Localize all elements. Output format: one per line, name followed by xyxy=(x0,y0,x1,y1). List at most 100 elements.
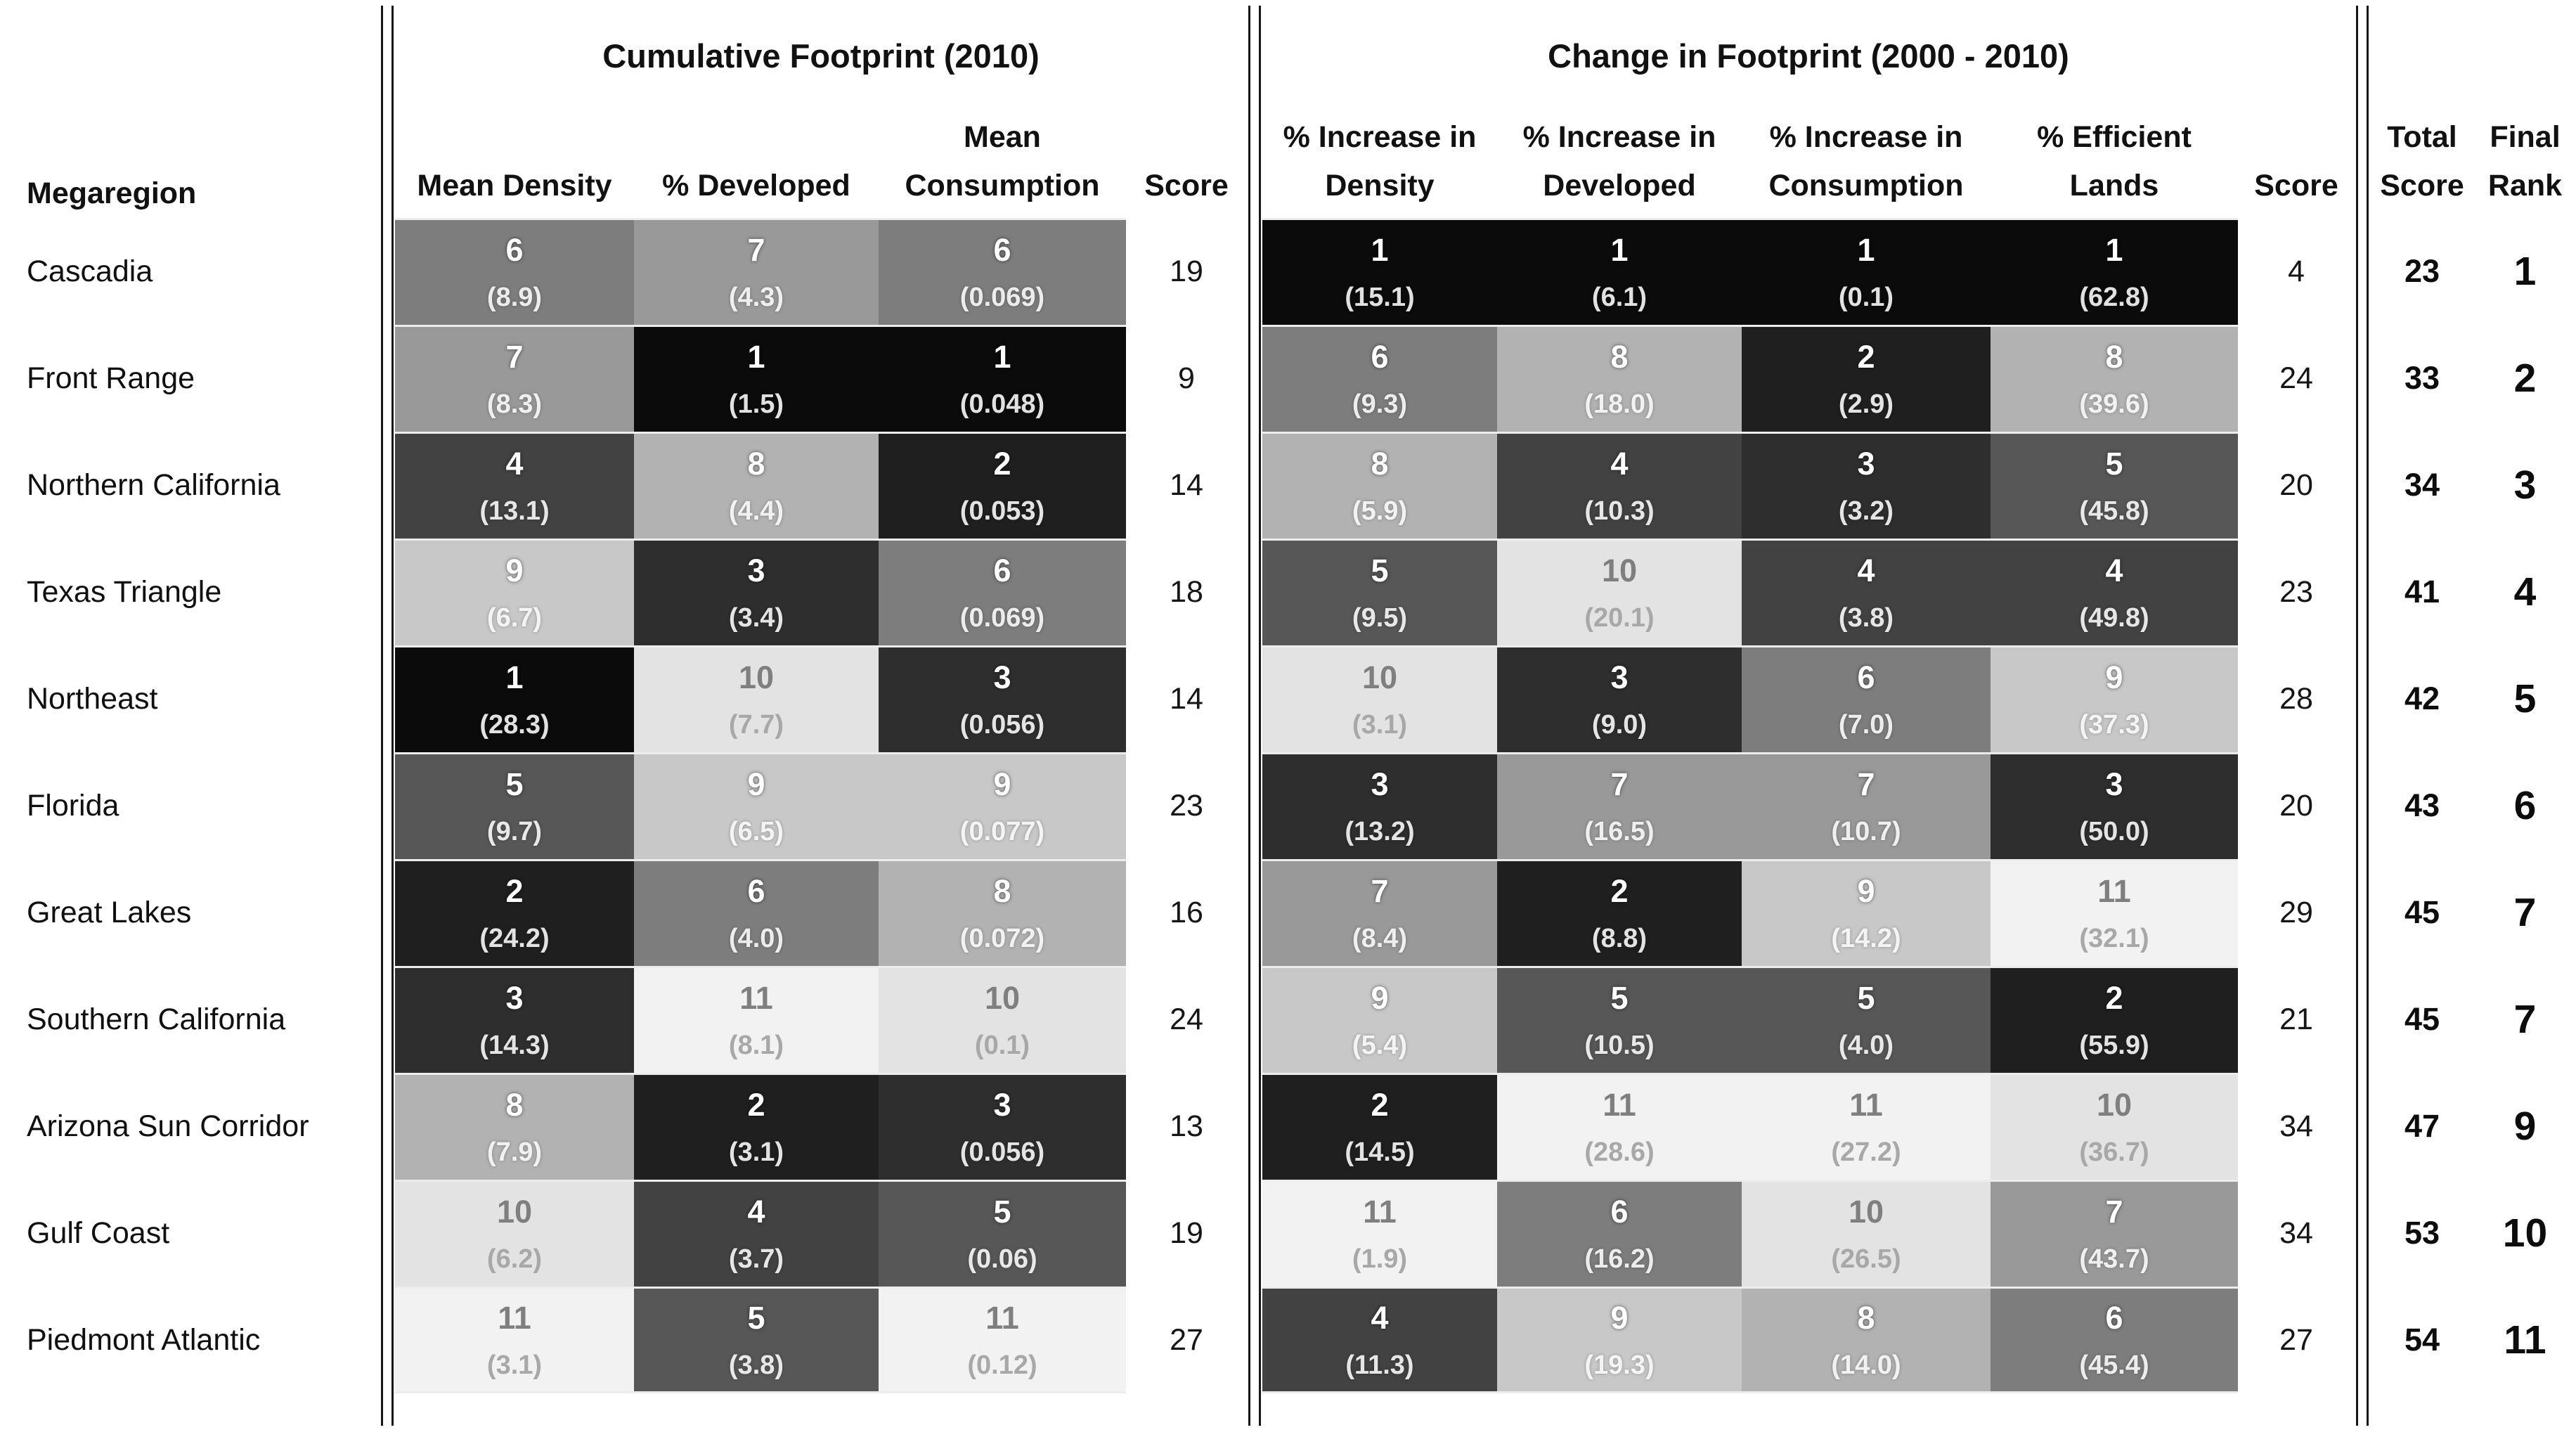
heat-cell-mean-density: 6 (8.9) xyxy=(395,218,634,325)
total-score: 47 xyxy=(2370,1073,2474,1180)
row-label-megaregion: Texas Triangle xyxy=(0,539,380,645)
cell-value: (8.4) xyxy=(1352,924,1408,953)
cell-rank-number: 9 xyxy=(1857,873,1875,909)
heat-cell-pct-efficient-lands: 8 (39.6) xyxy=(1991,325,2238,432)
heat-cell-mean-consumption: 11 (0.12) xyxy=(879,1287,1126,1393)
final-rank: 9 xyxy=(2474,1073,2576,1180)
cell-value: (20.1) xyxy=(1584,603,1655,633)
section-title-cumulative-footprint: Cumulative Footprint (2010) xyxy=(602,37,1040,75)
final-rank: 7 xyxy=(2474,966,2576,1073)
row-label-megaregion: Great Lakes xyxy=(0,859,380,966)
col-header-line: Consumption xyxy=(1768,169,1964,203)
cell-value: (27.2) xyxy=(1831,1137,1901,1167)
col-header-line: Developed xyxy=(1543,169,1696,203)
cell-rank-number: 7 xyxy=(1371,873,1389,909)
final-rank: 7 xyxy=(2474,859,2576,966)
heat-cell-pct-developed: 3 (3.4) xyxy=(634,539,879,645)
heat-cell-mean-consumption: 3 (0.056) xyxy=(879,645,1126,752)
cell-value: (14.2) xyxy=(1831,924,1901,953)
total-score: 54 xyxy=(2370,1287,2474,1393)
cell-rank-number: 9 xyxy=(1371,980,1389,1016)
cell-value: (13.2) xyxy=(1345,817,1415,846)
row-label-megaregion: Northeast xyxy=(0,645,380,752)
final-rank: 2 xyxy=(2474,325,2576,432)
col-header-line: Score xyxy=(1144,169,1229,203)
cell-rank-number: 6 xyxy=(1371,339,1389,375)
cell-value: (10.7) xyxy=(1831,817,1901,846)
cell-rank-number: 8 xyxy=(747,446,765,482)
heat-cell-mean-density: 5 (9.7) xyxy=(395,752,634,859)
col-header-line: % Efficient xyxy=(2037,120,2192,154)
cell-value: (1.9) xyxy=(1352,1244,1408,1274)
cell-rank-number: 11 xyxy=(1603,1087,1636,1123)
cell-rank-number: 6 xyxy=(747,873,765,909)
cell-value: (9.5) xyxy=(1352,603,1408,633)
heat-cell-pct-increase-in-density: 3 (13.2) xyxy=(1262,752,1497,859)
cell-value: (0.06) xyxy=(967,1244,1037,1274)
heat-cell-pct-increase-in-density: 9 (5.4) xyxy=(1262,966,1497,1073)
cell-value: (8.3) xyxy=(486,389,543,419)
cell-value: (19.3) xyxy=(1584,1350,1655,1380)
heat-cell-pct-increase-in-developed: 7 (16.5) xyxy=(1497,752,1742,859)
cell-rank-number: 8 xyxy=(1371,446,1389,482)
heat-cell-mean-consumption: 1 (0.048) xyxy=(879,325,1126,432)
cell-rank-number: 8 xyxy=(505,1087,524,1123)
section2-score: 28 xyxy=(2238,645,2355,752)
total-score: 53 xyxy=(2370,1180,2474,1287)
cell-value: (14.0) xyxy=(1831,1350,1901,1380)
cell-value: (0.1) xyxy=(974,1031,1030,1060)
section2-score: 4 xyxy=(2238,218,2355,325)
heat-cell-pct-developed: 9 (6.5) xyxy=(634,752,879,859)
row-label-megaregion: Gulf Coast xyxy=(0,1180,380,1287)
cell-rank-number: 11 xyxy=(498,1299,531,1336)
double-line-separator-right xyxy=(2355,0,2370,1426)
heat-cell-pct-efficient-lands: 5 (45.8) xyxy=(1991,432,2238,539)
col-header-line: Score xyxy=(2380,169,2464,203)
double-line xyxy=(381,6,394,1426)
heat-cell-pct-increase-in-density: 1 (15.1) xyxy=(1262,218,1497,325)
cell-rank-number: 1 xyxy=(1371,232,1389,268)
cell-value: (32.1) xyxy=(2079,924,2149,953)
cell-rank-number: 6 xyxy=(993,232,1011,268)
heat-cell-pct-developed: 11 (8.1) xyxy=(634,966,879,1073)
cell-rank-number: 6 xyxy=(505,232,524,268)
cell-rank-number: 8 xyxy=(1610,339,1629,375)
heat-cell-pct-efficient-lands: 1 (62.8) xyxy=(1991,218,2238,325)
heat-cell-pct-increase-in-developed: 5 (10.5) xyxy=(1497,966,1742,1073)
cell-rank-number: 4 xyxy=(1857,553,1875,588)
cell-value: (45.8) xyxy=(2079,496,2149,526)
col-header-section1-score: Score xyxy=(1126,91,1247,218)
total-score: 34 xyxy=(2370,432,2474,539)
col-header-pct-efficient-lands: % Efficient Lands xyxy=(1991,91,2238,218)
heat-cell-pct-increase-in-developed: 6 (16.2) xyxy=(1497,1180,1742,1287)
cell-value: (7.0) xyxy=(1838,710,1894,740)
heat-cell-pct-increase-in-density: 6 (9.3) xyxy=(1262,325,1497,432)
cell-value: (24.2) xyxy=(479,924,550,953)
col-header-pct-increase-density: % Increase in Density xyxy=(1262,91,1497,218)
cell-rank-number: 2 xyxy=(993,446,1011,482)
cell-value: (8.8) xyxy=(1591,924,1648,953)
col-header-line: Density xyxy=(1325,169,1435,203)
final-rank: 1 xyxy=(2474,218,2576,325)
heat-cell-pct-developed: 10 (7.7) xyxy=(634,645,879,752)
heat-cell-pct-efficient-lands: 3 (50.0) xyxy=(1991,752,2238,859)
cell-value: (3.1) xyxy=(1352,710,1408,740)
cell-rank-number: 3 xyxy=(993,659,1011,695)
section1-score: 16 xyxy=(1126,859,1247,966)
cell-value: (6.1) xyxy=(1591,283,1648,312)
cell-value: (0.056) xyxy=(959,710,1045,740)
cell-rank-number: 4 xyxy=(2105,553,2123,588)
heat-cell-pct-increase-in-developed: 10 (20.1) xyxy=(1497,539,1742,645)
total-score: 45 xyxy=(2370,966,2474,1073)
double-line xyxy=(1248,6,1261,1426)
section1-score: 24 xyxy=(1126,966,1247,1073)
section1-score: 13 xyxy=(1126,1073,1247,1180)
cell-value: (3.7) xyxy=(728,1244,784,1274)
heat-cell-mean-density: 8 (7.9) xyxy=(395,1073,634,1180)
megaregion-column-header: Megaregion xyxy=(27,176,197,210)
cell-rank-number: 3 xyxy=(1610,659,1629,695)
col-header-section2-score: Score xyxy=(2238,91,2355,218)
cell-rank-number: 6 xyxy=(1610,1194,1629,1230)
cell-value: (10.3) xyxy=(1584,496,1655,526)
cell-rank-number: 2 xyxy=(2105,980,2123,1016)
